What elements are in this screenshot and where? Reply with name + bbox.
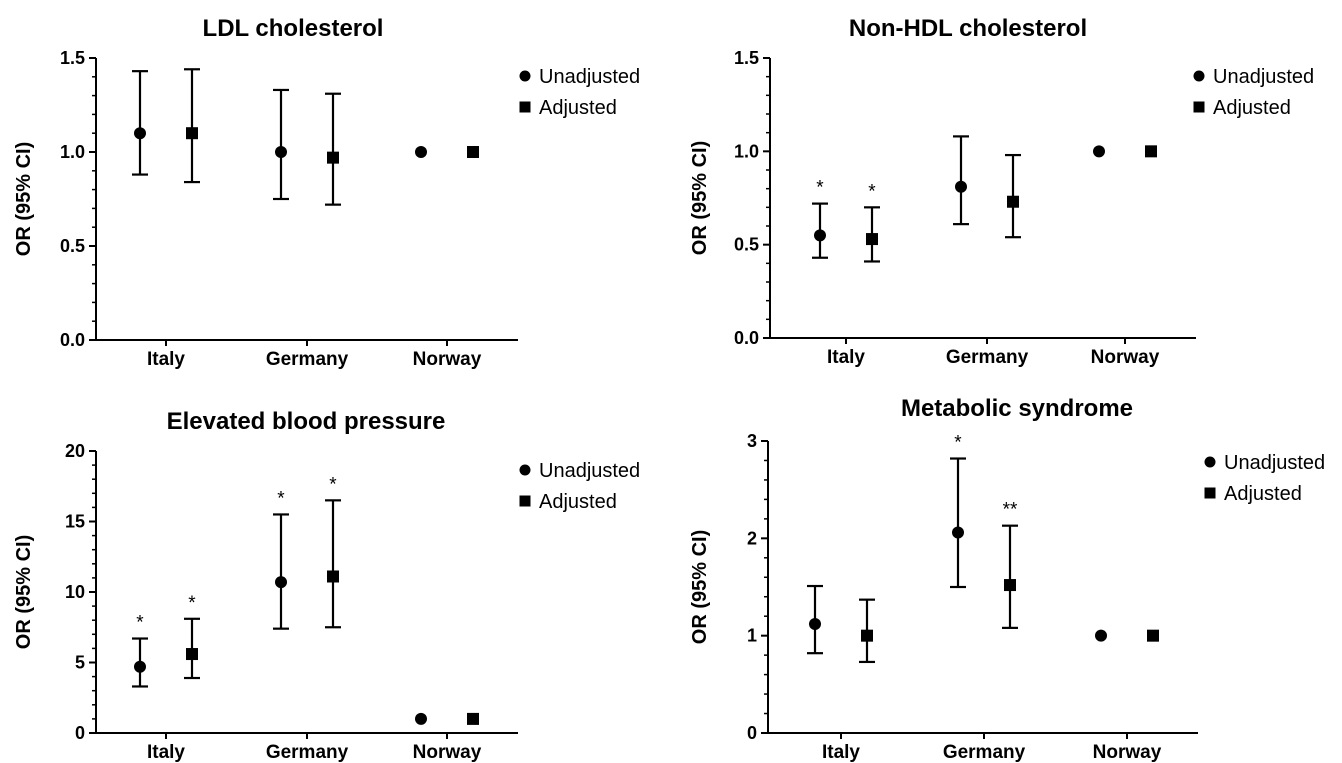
legend-marker-circle [519,70,531,82]
legend-marker-circle [1204,456,1216,468]
chart-panel-4: Metabolic syndrome OR (95% CI) 0 1 2 3 Italy Ge… [689,395,1325,763]
significance-marker: * [954,433,962,454]
legend-label: Unadjusted [539,66,640,88]
x-tick-label: Norway [413,349,482,370]
data-point-adjusted [186,127,198,140]
x-tick-label: Italy [147,349,185,370]
data-point-unadjusted [1093,145,1105,158]
legend-label: Adjusted [1213,97,1291,119]
chart-panel-1: LDL cholesterol OR (95% CI) 0.0 0.5 1.0 1.5 It… [13,15,640,370]
data-point-unadjusted [809,617,821,630]
data-point-unadjusted [814,229,826,242]
data-point-adjusted [467,712,479,725]
y-tick-label: 0.5 [734,235,759,255]
legend-marker-square [1204,487,1216,499]
data-point-unadjusted [952,526,964,539]
legend-marker-square [519,101,531,113]
y-tick-label: 5 [75,653,85,673]
data-point-adjusted [327,151,339,164]
y-tick-label: 0.0 [60,330,85,350]
chart-panel-2: Non-HDL cholesterol OR (95% CI) 0.0 0.5 1.0 1… [689,15,1314,368]
significance-marker: * [868,181,876,202]
significance-marker: * [277,488,285,509]
y-axis-label: OR (95% CI) [689,141,711,255]
significance-marker: * [188,593,196,614]
chart-title: Non-HDL cholesterol [849,15,1087,42]
x-tick-label: Norway [1091,347,1160,368]
legend-label: Unadjusted [1213,66,1314,88]
y-tick-label: 0 [75,723,85,743]
y-tick-label: 3 [747,431,757,451]
x-tick-label: Norway [413,742,482,763]
y-axis-label: OR (95% CI) [13,142,35,256]
y-tick-label: 2 [747,528,757,548]
y-tick-label: 0.5 [60,236,85,256]
x-tick-label: Italy [822,742,860,763]
x-tick-label: Germany [266,742,349,763]
data-point-adjusted [186,648,198,661]
x-tick-label: Germany [943,742,1026,763]
x-tick-label: Norway [1093,742,1162,763]
y-tick-label: 1.5 [734,48,759,68]
y-tick-label: 0.0 [734,328,759,348]
legend-label: Adjusted [539,97,617,119]
legend-label: Adjusted [1224,483,1302,505]
y-tick-label: 1.5 [60,48,85,68]
legend-marker-circle [1193,70,1205,82]
y-axis-label: OR (95% CI) [689,530,711,644]
x-tick-label: Italy [147,742,185,763]
data-point-adjusted [1004,579,1016,592]
chart-title: Metabolic syndrome [901,395,1133,422]
x-tick-label: Germany [266,349,349,370]
data-point-adjusted [467,146,479,158]
legend-label: Adjusted [539,491,617,513]
data-point-unadjusted [415,712,427,725]
legend-label: Unadjusted [1224,452,1325,474]
y-tick-label: 15 [65,512,85,532]
x-tick-label: Germany [946,347,1029,368]
data-point-unadjusted [275,576,287,589]
y-axis-label: OR (95% CI) [13,535,35,649]
significance-marker: * [329,474,337,495]
significance-marker: ** [1003,500,1018,521]
y-tick-label: 1.0 [734,141,759,161]
y-tick-label: 1 [747,626,757,646]
legend-marker-square [1193,101,1205,113]
data-point-adjusted [1007,195,1019,208]
y-tick-label: 20 [65,441,85,461]
data-point-unadjusted [134,127,146,140]
x-tick-label: Italy [827,347,865,368]
data-point-unadjusted [955,180,967,193]
data-point-adjusted [1145,145,1157,158]
data-point-unadjusted [415,146,427,158]
data-point-unadjusted [275,146,287,158]
data-point-adjusted [327,570,339,583]
data-point-unadjusted [134,660,146,673]
y-tick-label: 1.0 [60,142,85,162]
data-point-adjusted [1147,629,1159,642]
y-tick-label: 10 [65,582,85,602]
legend-marker-square [519,495,531,507]
data-point-adjusted [866,233,878,246]
chart-title: Elevated blood pressure [167,408,446,435]
legend-marker-circle [519,464,531,476]
legend-label: Unadjusted [539,460,640,482]
chart-title: LDL cholesterol [203,15,384,42]
data-point-unadjusted [1095,629,1107,642]
significance-marker: * [136,613,144,634]
y-tick-label: 0 [747,723,757,743]
significance-marker: * [816,178,824,199]
chart-panel-3: Elevated blood pressure OR (95% CI) 0 5 10 15… [13,408,640,763]
data-point-adjusted [861,629,873,642]
